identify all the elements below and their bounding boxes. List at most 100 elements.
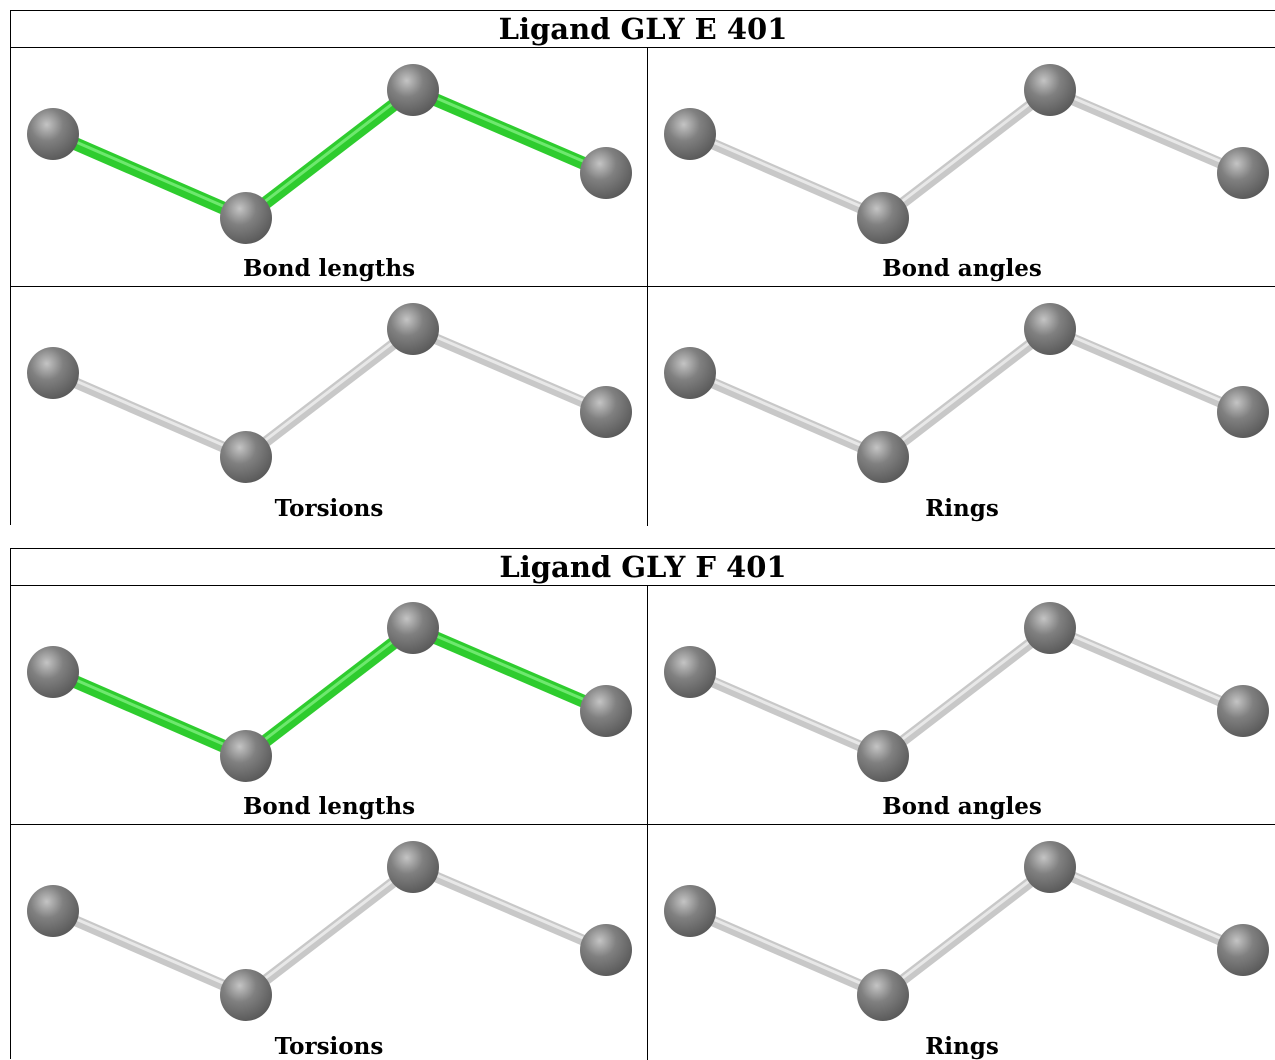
panel-rings: Rings — [648, 287, 1275, 526]
panel-caption: Rings — [925, 1033, 999, 1060]
bond-highlight — [1048, 863, 1245, 950]
panel-bond-lengths: Bond lengths — [11, 48, 648, 287]
atom — [27, 646, 79, 698]
atom — [857, 431, 909, 483]
molecule-image — [664, 602, 1269, 782]
atom — [387, 64, 439, 116]
atom — [1217, 386, 1269, 438]
bond-highlight — [244, 863, 415, 995]
bond — [684, 367, 889, 463]
atom — [664, 885, 716, 937]
bond-highlight — [411, 624, 608, 711]
bond — [46, 665, 253, 763]
atom — [857, 192, 909, 244]
atom — [1024, 602, 1076, 654]
atom — [1024, 64, 1076, 116]
panel-caption: Torsions — [274, 1033, 384, 1060]
molecule-image — [664, 64, 1269, 244]
bond-highlight — [881, 325, 1052, 457]
molecule-image — [27, 841, 632, 1021]
atom — [664, 108, 716, 160]
atom — [580, 685, 632, 737]
atom — [1217, 924, 1269, 976]
atom — [664, 347, 716, 399]
atom — [857, 730, 909, 782]
ligand-title: Ligand GLY F 401 — [11, 549, 1275, 586]
panel-caption: Torsions — [274, 495, 384, 522]
bond — [47, 367, 252, 463]
bond-highlight — [881, 863, 1052, 995]
atom — [857, 969, 909, 1021]
panel-bond-angles: Bond angles — [648, 48, 1275, 287]
bond-highlight — [881, 86, 1052, 218]
bond — [1044, 84, 1249, 179]
atom — [1217, 685, 1269, 737]
atom — [27, 108, 79, 160]
bond-highlight — [411, 86, 608, 173]
bond — [684, 666, 889, 762]
bond — [407, 861, 612, 956]
bond-highlight — [411, 325, 608, 412]
panel-rings: Rings — [648, 825, 1275, 1060]
panel-bond-angles: Bond angles — [648, 586, 1275, 825]
bond — [877, 622, 1056, 762]
bond-highlight — [244, 86, 415, 218]
atom — [220, 730, 272, 782]
bond-highlight — [411, 863, 608, 950]
atom — [220, 192, 272, 244]
molecule-image — [27, 303, 632, 483]
bond-highlight — [244, 325, 415, 457]
atom — [387, 303, 439, 355]
bond-highlight — [51, 369, 248, 457]
bond — [240, 861, 419, 1001]
panel-caption: Bond lengths — [242, 793, 416, 820]
bond — [406, 83, 613, 180]
atom — [1024, 303, 1076, 355]
bond — [877, 323, 1056, 463]
atom — [387, 602, 439, 654]
bond-highlight — [1048, 325, 1245, 412]
bond-highlight — [688, 668, 885, 756]
bond — [46, 127, 253, 225]
bond-highlight — [688, 369, 885, 457]
bond — [684, 128, 889, 224]
panel-torsions: Torsions — [11, 825, 648, 1060]
atom — [580, 147, 632, 199]
bond — [239, 621, 420, 763]
bond-highlight — [51, 907, 248, 995]
atom — [387, 841, 439, 893]
bond — [1044, 861, 1249, 956]
bond-highlight — [51, 130, 248, 218]
bond — [240, 323, 419, 463]
bond — [406, 621, 613, 718]
bond — [877, 861, 1056, 1001]
ligand-title: Ligand GLY E 401 — [11, 11, 1275, 48]
bond-highlight — [51, 668, 248, 756]
panel-caption: Bond angles — [882, 793, 1042, 820]
molecule-image — [664, 303, 1269, 483]
molecule-image — [27, 602, 632, 782]
ligand-section-2: Ligand GLY F 401 Bond lengths Bond angle… — [10, 548, 1275, 1060]
atom — [1217, 147, 1269, 199]
bond — [239, 83, 420, 225]
bond-highlight — [688, 130, 885, 218]
bond — [1044, 323, 1249, 418]
bond — [407, 323, 612, 418]
bond — [877, 84, 1056, 224]
atom — [220, 969, 272, 1021]
panel-torsions: Torsions — [11, 287, 648, 526]
bond-highlight — [881, 624, 1052, 756]
ligand-section-1: Ligand GLY E 401 Bond lengths Bond angle… — [10, 10, 1275, 526]
atom — [1024, 841, 1076, 893]
atom — [664, 646, 716, 698]
bond — [47, 905, 252, 1001]
panel-bond-lengths: Bond lengths — [11, 586, 648, 825]
panel-caption: Bond angles — [882, 255, 1042, 282]
atom — [27, 347, 79, 399]
atom — [580, 386, 632, 438]
bond-highlight — [688, 907, 885, 995]
atom — [27, 885, 79, 937]
bond — [1044, 622, 1249, 717]
bond-highlight — [1048, 624, 1245, 711]
molecule-image — [664, 841, 1269, 1021]
